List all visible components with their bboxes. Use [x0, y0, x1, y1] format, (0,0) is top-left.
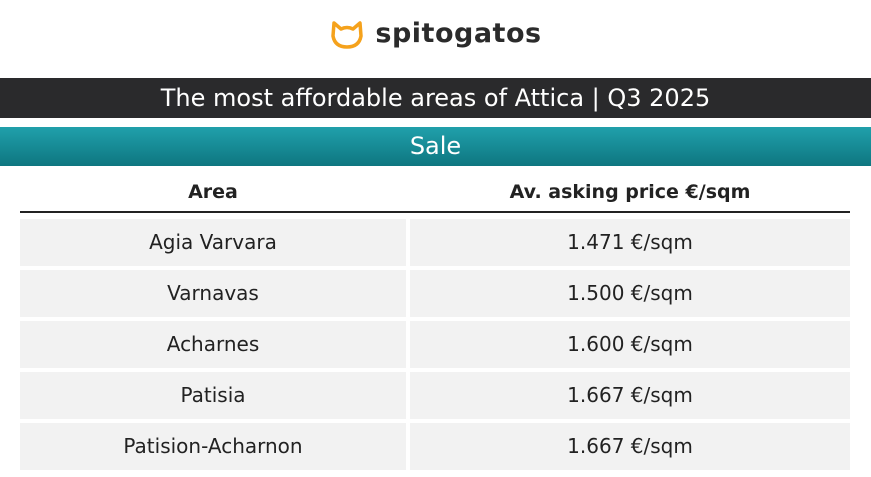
- table-row: Patisia 1.667 €/sqm: [20, 372, 850, 419]
- table-row: Acharnes 1.600 €/sqm: [20, 321, 850, 368]
- table-cell: Agia Varvara: [20, 219, 406, 266]
- table-row: Agia Varvara 1.471 €/sqm: [20, 219, 850, 266]
- column-header: Av. asking price €/sqm: [509, 181, 751, 203]
- table-cell: Patisia: [20, 372, 406, 419]
- logo-text: spitogatos: [375, 18, 542, 49]
- table-cell: Patision-Acharnon: [20, 423, 406, 470]
- table-cell: Varnavas: [20, 270, 406, 317]
- table-row: Patision-Acharnon 1.667 €/sqm: [20, 423, 850, 470]
- table-cell: 1.600 €/sqm: [410, 321, 850, 368]
- logo-icon: [331, 20, 364, 49]
- table-row: Varnavas 1.500 €/sqm: [20, 270, 850, 317]
- subtitle: Sale: [0, 127, 871, 166]
- table-cell: 1.667 €/sqm: [410, 372, 850, 419]
- table-cell: 1.500 €/sqm: [410, 270, 850, 317]
- column-header: Area: [188, 181, 238, 203]
- table-header: Area Av. asking price €/sqm: [20, 175, 850, 213]
- logo: spitogatos: [0, 18, 871, 49]
- table-cell: Acharnes: [20, 321, 406, 368]
- table-cell: 1.667 €/sqm: [410, 423, 850, 470]
- title: The most affordable areas of Attica | Q3…: [0, 78, 871, 118]
- table-cell: 1.471 €/sqm: [410, 219, 850, 266]
